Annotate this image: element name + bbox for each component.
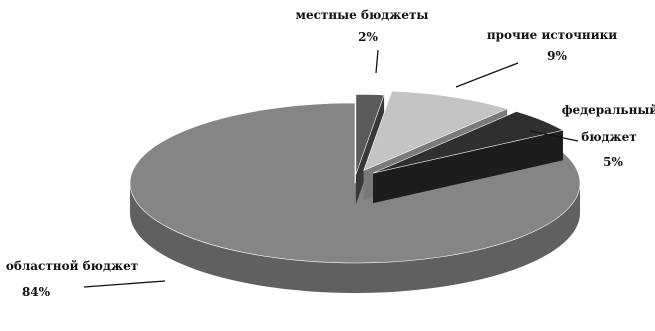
slice-top-local-budgets (355, 94, 385, 175)
leader-line-federal (529, 130, 579, 142)
label-other-sources: прочие источники (487, 28, 617, 42)
slice-top-federal-budget (372, 111, 564, 174)
label-federal-budget-line2: бюджет (581, 130, 637, 144)
label-local-budgets: местные бюджеты (296, 8, 429, 22)
slice-top-other-sources (363, 90, 509, 172)
label-regional-budget: областной бюджет (6, 259, 138, 273)
leader-line-regional (83, 280, 166, 288)
slice-wall-federal-budget-1 (373, 130, 563, 204)
slice-local-budgets (355, 94, 385, 205)
slice-rim-regional-budget (130, 183, 580, 293)
leader-line-other (455, 62, 519, 88)
slice-top-regional-budget (129, 102, 581, 264)
slice-wall-local-budgets-1 (355, 94, 385, 205)
label-local-budgets-value: 2% (358, 30, 378, 44)
label-regional-budget-value: 84% (22, 285, 51, 299)
label-federal-budget: федеральный (562, 103, 655, 117)
label-other-sources-value: 9% (547, 49, 567, 63)
leader-line-local (375, 49, 379, 74)
pie-layer (129, 90, 581, 293)
label-federal-budget-value: 5% (603, 155, 623, 169)
slice-federal-budget (372, 111, 564, 204)
